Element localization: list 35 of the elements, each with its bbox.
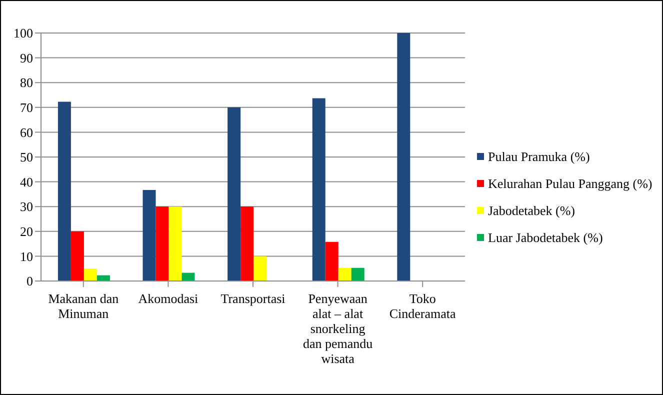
bar [338,268,352,281]
bar [182,272,195,281]
bar [351,268,364,281]
y-tick-label: 30 [20,199,33,214]
bar [325,242,338,281]
y-tick-label: 90 [20,50,33,66]
legend-label: Kelurahan Pulau Panggang (%) [488,176,652,191]
bar [397,33,410,281]
bar [84,268,97,281]
bar [228,107,241,281]
y-tick-label: 0 [26,274,33,289]
y-tick-label: 40 [20,174,33,190]
x-tick-label: Akomodasi [138,291,199,306]
bar [168,206,182,281]
bar [142,190,156,281]
y-tick-label: 10 [20,248,33,264]
legend-label: Jabodetabek (%) [488,203,575,218]
x-tick-label: Makanan dan Minuman [48,291,120,321]
y-tick-label: 100 [14,26,33,41]
y-tick-label: 60 [20,124,33,140]
legend-label: Luar Jabodetabek (%) [488,230,603,245]
y-tick-label: 80 [20,75,33,90]
x-tick-label: Transportasi [220,291,286,306]
bar [70,231,84,281]
y-tick-label: 70 [20,100,33,116]
y-tick-label: 20 [20,224,33,240]
bar [254,256,267,281]
x-tick-label: Penyewaan alat – alat snorkeling dan pemandu wisata [302,291,374,366]
y-tick-label: 50 [20,150,33,165]
bar [58,102,71,281]
legend-label: Pulau Pramuka (%) [488,149,590,164]
x-tick-label: Toko Cinderamata [389,291,456,321]
bar [312,98,326,281]
bar [156,206,169,281]
bar [240,206,254,281]
